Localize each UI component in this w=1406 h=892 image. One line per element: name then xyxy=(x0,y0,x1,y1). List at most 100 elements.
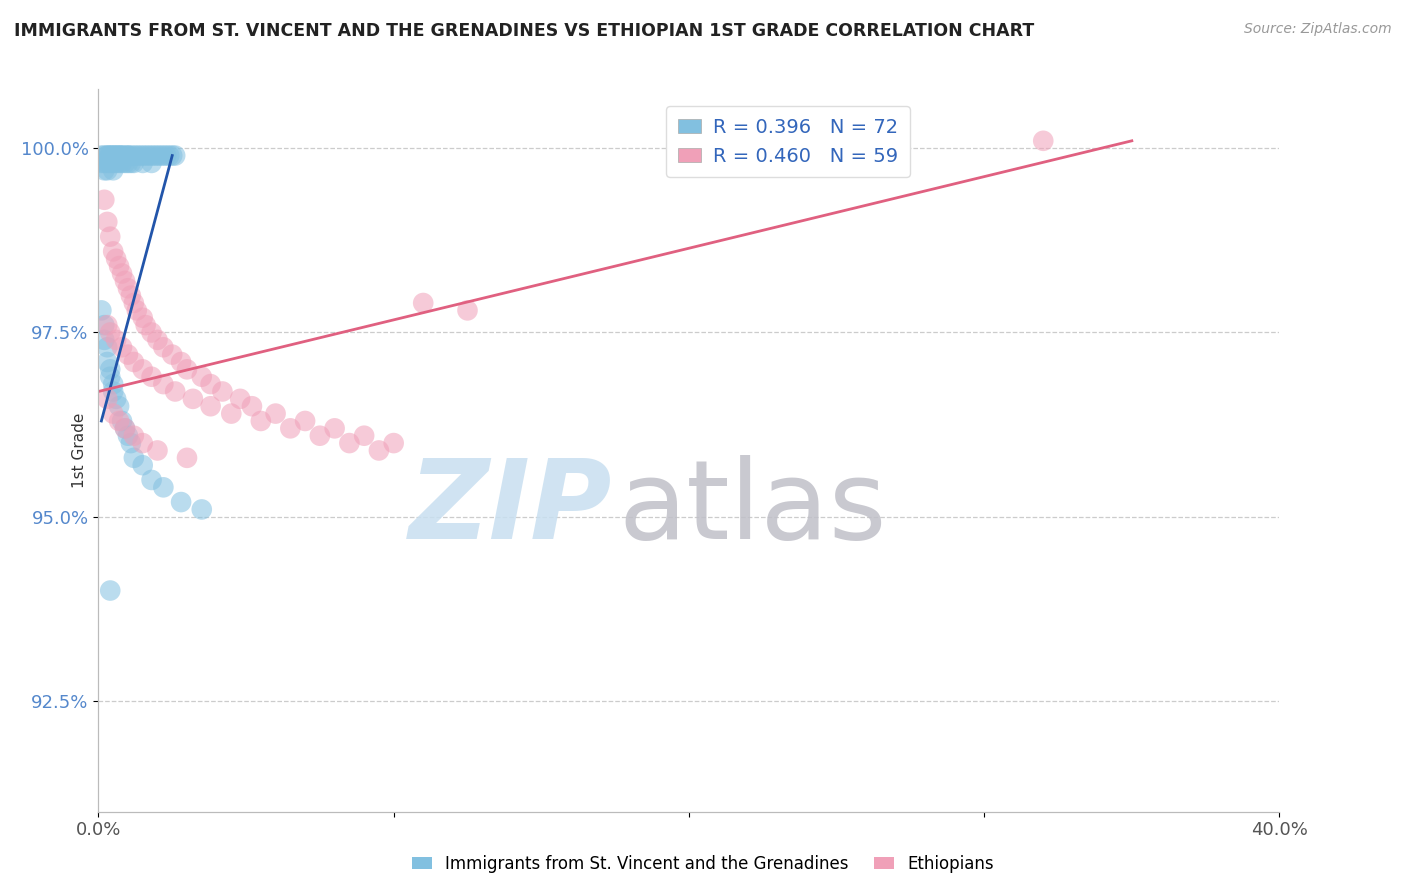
Point xyxy=(105,252,128,266)
Point xyxy=(90,156,112,170)
Point xyxy=(165,148,187,162)
Point xyxy=(96,215,118,229)
Point xyxy=(90,303,112,318)
Point xyxy=(250,414,273,428)
Point xyxy=(165,384,187,399)
Point xyxy=(152,340,174,354)
Point xyxy=(368,443,391,458)
Legend: R = 0.396   N = 72, R = 0.460   N = 59: R = 0.396 N = 72, R = 0.460 N = 59 xyxy=(666,106,910,178)
Point xyxy=(108,148,131,162)
Point xyxy=(117,156,139,170)
Point xyxy=(117,148,139,162)
Point xyxy=(111,340,134,354)
Point xyxy=(93,193,115,207)
Point xyxy=(132,436,155,450)
Point xyxy=(111,148,134,162)
Point xyxy=(98,148,121,162)
Point xyxy=(105,156,128,170)
Point xyxy=(120,436,142,450)
Point xyxy=(114,148,136,162)
Point xyxy=(103,384,125,399)
Point xyxy=(125,148,148,162)
Point xyxy=(114,156,136,170)
Point xyxy=(105,148,128,162)
Point xyxy=(132,458,155,473)
Point xyxy=(323,421,346,435)
Point xyxy=(93,333,115,347)
Point xyxy=(96,148,118,162)
Point xyxy=(117,428,139,442)
Y-axis label: 1st Grade: 1st Grade xyxy=(72,413,87,488)
Point xyxy=(93,318,115,332)
Point xyxy=(176,450,198,465)
Point xyxy=(264,407,287,421)
Point xyxy=(170,355,193,369)
Point xyxy=(412,296,434,310)
Point xyxy=(132,156,155,170)
Point xyxy=(98,326,121,340)
Point xyxy=(93,148,115,162)
Point xyxy=(103,377,125,392)
Point xyxy=(105,333,128,347)
Point xyxy=(114,421,136,435)
Point xyxy=(141,148,163,162)
Point xyxy=(120,288,142,302)
Point xyxy=(103,148,125,162)
Point xyxy=(211,384,233,399)
Point xyxy=(122,355,145,369)
Point xyxy=(90,148,112,162)
Point xyxy=(103,148,125,162)
Point xyxy=(122,156,145,170)
Point xyxy=(120,148,142,162)
Point xyxy=(117,281,139,295)
Point xyxy=(120,156,142,170)
Point xyxy=(98,156,121,170)
Point xyxy=(96,156,118,170)
Point xyxy=(229,392,252,406)
Legend: Immigrants from St. Vincent and the Grenadines, Ethiopians: Immigrants from St. Vincent and the Gren… xyxy=(405,848,1001,880)
Point xyxy=(98,583,121,598)
Point xyxy=(162,348,183,362)
Point xyxy=(103,156,125,170)
Point xyxy=(132,148,155,162)
Point xyxy=(103,407,125,421)
Point xyxy=(141,156,163,170)
Point xyxy=(138,148,160,162)
Text: atlas: atlas xyxy=(619,455,887,562)
Point xyxy=(108,148,131,162)
Point xyxy=(146,333,169,347)
Point xyxy=(93,163,115,178)
Point xyxy=(108,399,131,413)
Point xyxy=(98,229,121,244)
Point xyxy=(457,303,479,318)
Point xyxy=(114,421,136,435)
Point xyxy=(128,148,150,162)
Point xyxy=(132,310,155,325)
Point xyxy=(117,148,139,162)
Point xyxy=(200,399,222,413)
Point xyxy=(181,392,204,406)
Point xyxy=(382,436,405,450)
Point xyxy=(96,318,118,332)
Point xyxy=(96,340,118,354)
Point xyxy=(122,428,145,442)
Point xyxy=(135,318,157,332)
Point xyxy=(96,392,118,406)
Point xyxy=(98,148,121,162)
Point xyxy=(108,156,131,170)
Text: Source: ZipAtlas.com: Source: ZipAtlas.com xyxy=(1244,22,1392,37)
Point xyxy=(143,148,166,162)
Point xyxy=(111,414,134,428)
Point xyxy=(146,148,169,162)
Point xyxy=(108,259,131,273)
Point xyxy=(141,473,163,487)
Point xyxy=(98,362,121,376)
Point xyxy=(111,148,134,162)
Point xyxy=(135,148,157,162)
Point xyxy=(103,244,125,259)
Point xyxy=(122,296,145,310)
Point xyxy=(122,148,145,162)
Text: ZIP: ZIP xyxy=(409,455,612,562)
Point xyxy=(132,362,155,376)
Point xyxy=(240,399,263,413)
